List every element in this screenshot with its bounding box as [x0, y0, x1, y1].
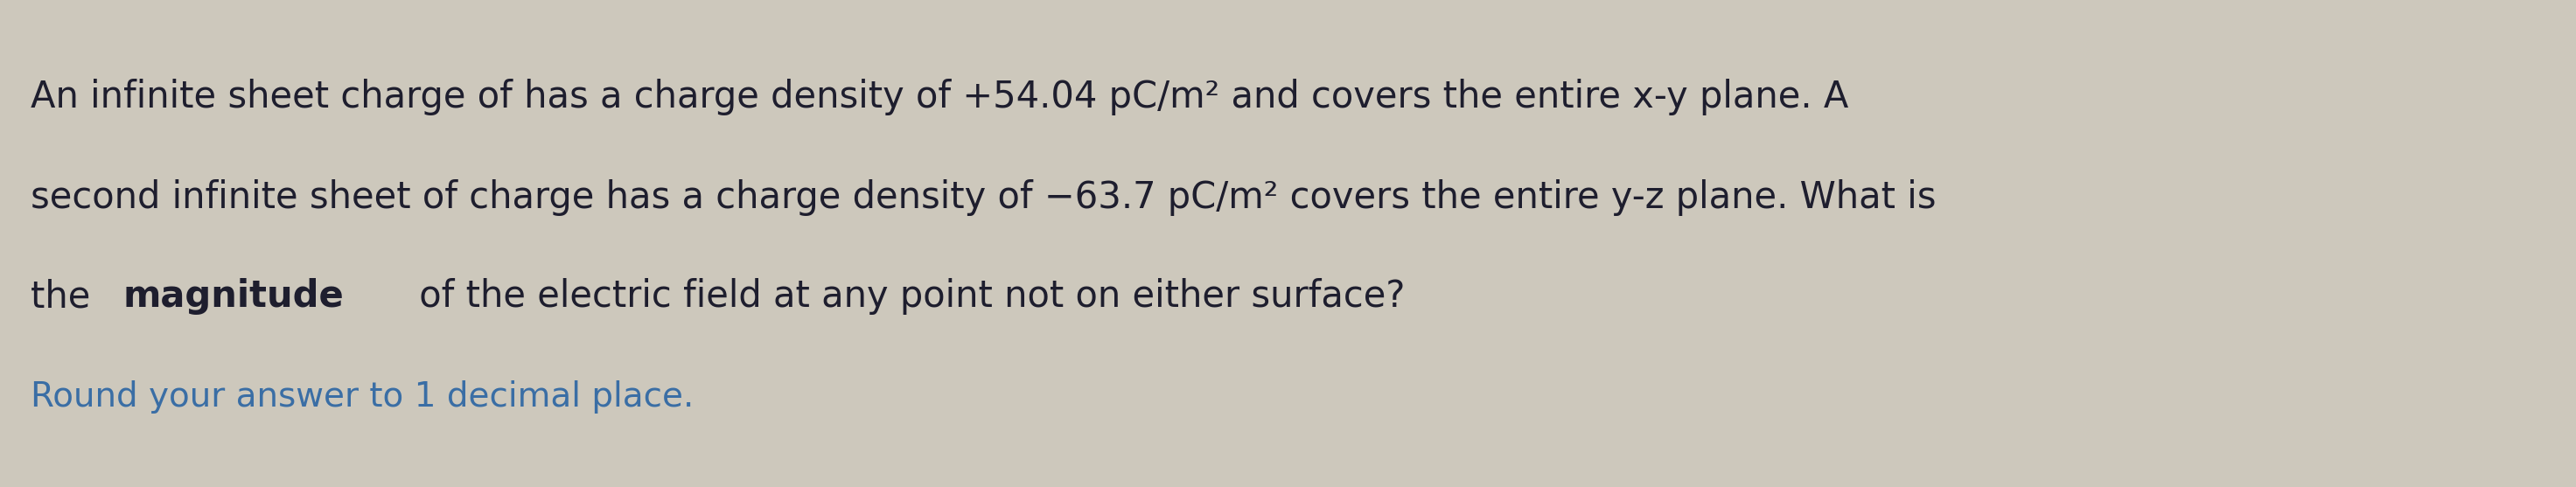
Text: the: the: [31, 278, 103, 315]
Text: magnitude: magnitude: [124, 278, 343, 315]
Text: An infinite sheet charge of has a charge density of +54.04 pC/m² and covers the : An infinite sheet charge of has a charge…: [31, 79, 1850, 115]
Text: second infinite sheet of charge has a charge density of −63.7 pC/m² covers the e: second infinite sheet of charge has a ch…: [31, 179, 1937, 216]
Text: of the electric field at any point not on either surface?: of the electric field at any point not o…: [407, 278, 1406, 315]
Text: Round your answer to 1 decimal place.: Round your answer to 1 decimal place.: [31, 380, 693, 413]
